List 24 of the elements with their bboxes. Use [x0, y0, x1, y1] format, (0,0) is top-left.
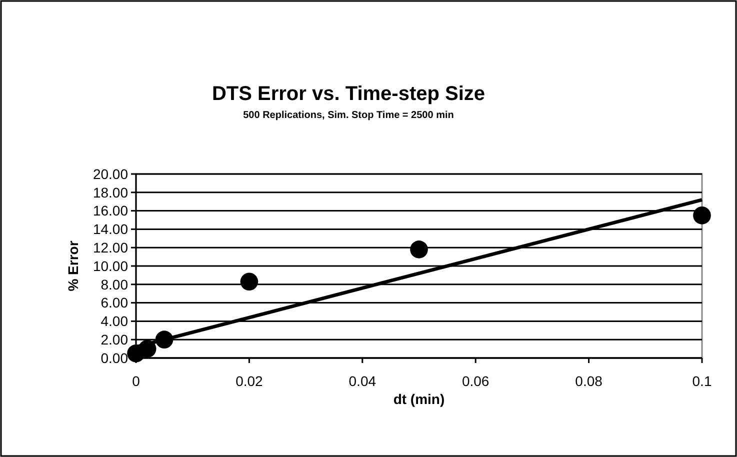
y-tick-label: 16.00 [92, 202, 128, 219]
y-tick-label: 8.00 [100, 276, 128, 292]
y-tick-label: 18.00 [92, 184, 128, 200]
chart-subtitle: 500 Replications, Sim. Stop Time = 2500 min [243, 110, 454, 121]
x-axis-title: dt (min) [393, 391, 445, 407]
x-tick-label: 0.04 [348, 373, 376, 389]
y-tick-label: 2.00 [100, 332, 128, 348]
y-tick-label: 0.00 [100, 350, 128, 366]
x-tick-label: 0 [132, 373, 140, 389]
y-tick-label: 20.00 [92, 166, 128, 182]
y-tick-label: 6.00 [100, 294, 128, 311]
x-tick-label: 0.06 [462, 373, 490, 389]
chart-title: DTS Error vs. Time-step Size [212, 83, 486, 105]
point [410, 240, 428, 258]
y-tick-label: 10.00 [92, 258, 128, 274]
y-axis-title: % Error [65, 240, 81, 292]
y-tick-label: 12.00 [92, 240, 128, 256]
x-tick-label: 0.08 [575, 373, 603, 389]
y-tick-label: 14.00 [92, 221, 128, 238]
point [693, 206, 711, 224]
x-tick-label: 0.02 [236, 373, 264, 389]
point [240, 272, 258, 291]
y-tick-label: 4.00 [100, 313, 128, 330]
x-tick-label: 0.1 [692, 373, 712, 389]
